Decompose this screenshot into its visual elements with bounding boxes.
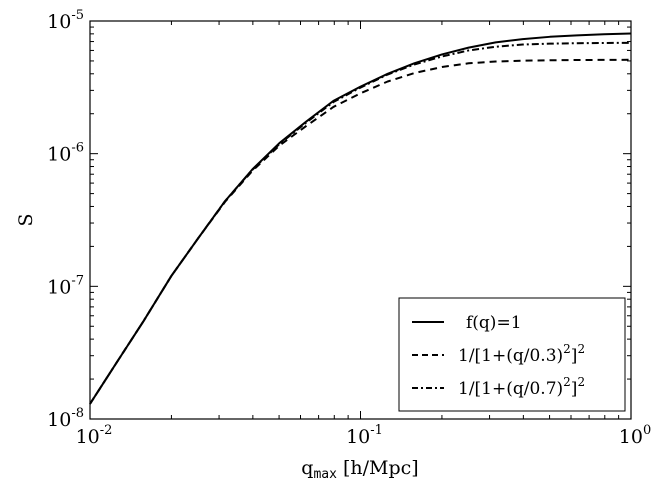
- x-axis-label-sub: max: [313, 467, 337, 482]
- y-tick-label: 10-8: [47, 406, 84, 431]
- y-axis-label: S: [15, 213, 37, 226]
- series-lines: [89, 32, 632, 405]
- x-tick-label: 10-2: [76, 423, 113, 448]
- legend: f(q)=1 1/[1+(q/0.3)2]2 1/[1+(q/0.7)2]2: [398, 297, 626, 412]
- legend-label-2: 1/[1+(q/0.7)2]2: [458, 375, 585, 399]
- x-tick-label: 100: [619, 423, 651, 448]
- x-axis-label: qmax [h/Mpc]: [301, 457, 418, 482]
- y-tick-label: 10-7: [47, 273, 84, 298]
- series-line-dashdot: [89, 41, 632, 405]
- legend-label-1: 1/[1+(q/0.3)2]2: [458, 342, 585, 366]
- x-axis-label-main: q: [301, 457, 313, 479]
- tick-labels: 10-2 10-1 100 10-8 10-7 10-6 10-5: [47, 8, 651, 448]
- series-line-dashed: [89, 58, 632, 405]
- x-axis-label-unit: [h/Mpc]: [343, 457, 419, 479]
- y-tick-label: 10-5: [47, 8, 84, 33]
- ticks: [89, 20, 632, 420]
- x-tick-label: 10-1: [346, 423, 383, 448]
- legend-label-0: f(q)=1: [466, 313, 522, 333]
- y-tick-label: 10-6: [47, 141, 84, 166]
